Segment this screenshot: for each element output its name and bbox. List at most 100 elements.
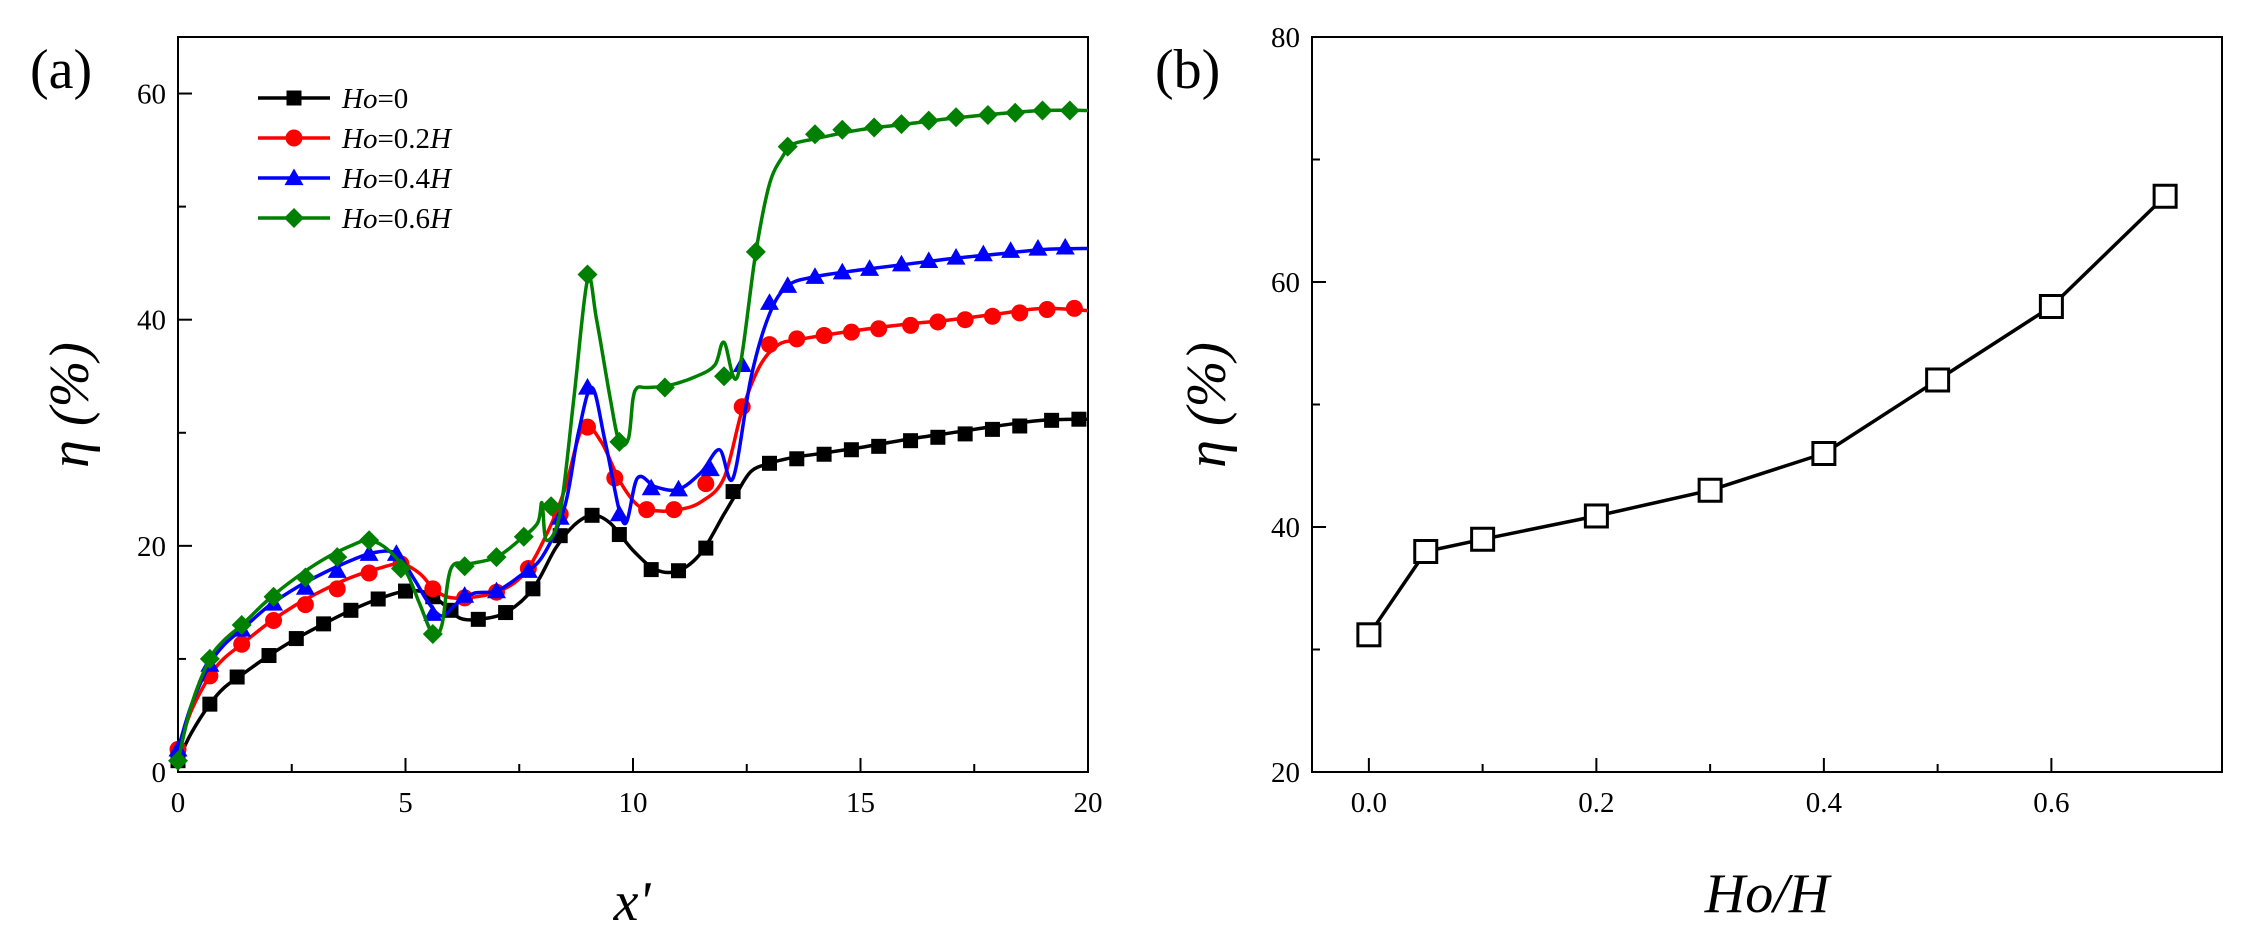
legend-marker (285, 129, 303, 147)
legend-marker (286, 90, 302, 106)
data-point (168, 750, 188, 771)
series-line-ho-0 (176, 417, 1089, 762)
data-point (1071, 411, 1087, 427)
panel-a-x-axis-title: x' (613, 871, 652, 933)
data-point (891, 114, 912, 135)
data-point (327, 561, 347, 578)
data-point (1413, 539, 1439, 564)
data-point (860, 259, 880, 276)
data-point (789, 451, 805, 467)
y-tick-label: 0 (152, 757, 167, 789)
data-point (654, 377, 675, 398)
data-point (487, 581, 506, 599)
legend-item-ho-0: Ho=0 (258, 83, 408, 115)
data-point (956, 311, 974, 329)
data-point (343, 602, 359, 618)
data-point (360, 564, 378, 582)
legend-marker (284, 168, 304, 186)
legend-item-ho-0-6h: Ho=0.6H (258, 203, 453, 235)
data-point (328, 580, 346, 598)
data-point (229, 669, 245, 685)
data-point (1055, 237, 1075, 255)
data-point (390, 558, 411, 579)
panel-a-y-axis-title: η (%) (39, 342, 101, 468)
data-point (1470, 526, 1496, 552)
series-vs-ho-h (1356, 183, 2178, 648)
data-point (929, 313, 947, 331)
x-tick-label: 0.2 (1578, 787, 1614, 819)
data-point (983, 307, 1001, 325)
data-point (700, 459, 720, 477)
x-tick-label: 15 (846, 787, 875, 819)
data-point (832, 119, 853, 140)
data-point (732, 355, 752, 373)
data-point (359, 544, 379, 561)
data-point (805, 124, 825, 145)
data-point (777, 136, 798, 157)
x-tick-label: 10 (619, 787, 648, 819)
panel-a-series (168, 100, 1089, 771)
data-point (454, 556, 475, 577)
series-line-ho-0-4h (176, 246, 1089, 750)
x-tick-label: 0.0 (1351, 787, 1387, 819)
data-point (609, 431, 630, 452)
data-point (671, 563, 686, 579)
data-point (288, 631, 304, 647)
data-point (842, 323, 860, 341)
series-ho-0-2h (169, 299, 1089, 758)
data-point (669, 479, 688, 497)
data-point (816, 446, 832, 462)
data-point (1028, 238, 1048, 256)
data-point (1001, 241, 1021, 258)
series-line-ho-0-2h (176, 306, 1089, 750)
legend-label: Ho=0.2H (341, 123, 453, 155)
x-tick-label: 0 (171, 787, 186, 819)
data-point (641, 478, 661, 496)
data-point (957, 426, 973, 442)
data-point (805, 267, 825, 284)
data-point (202, 696, 218, 712)
data-point (486, 547, 507, 568)
series-ho-0 (170, 411, 1089, 769)
data-point (296, 596, 314, 614)
y-tick-label: 60 (137, 79, 166, 111)
panel-a-x-ticks: 0 5 10 15 20 (171, 758, 1103, 819)
panel-a-legend: Ho=0 Ho=0.2H Ho=0.4H Ho=0.6H (258, 83, 453, 235)
data-point (1012, 418, 1028, 434)
data-point (422, 624, 443, 645)
data-point (788, 330, 806, 348)
data-point (1811, 441, 1837, 466)
y-tick-label: 60 (1271, 267, 1300, 299)
data-point (231, 615, 252, 635)
data-point (946, 248, 966, 265)
data-point (1038, 301, 1056, 319)
data-point (1583, 503, 1609, 529)
data-point (1032, 100, 1053, 121)
data-point (930, 429, 946, 445)
data-point (1059, 100, 1080, 121)
data-point (2152, 183, 2178, 209)
x-tick-label: 20 (1074, 787, 1103, 819)
y-tick-label: 40 (1271, 512, 1300, 544)
data-point (498, 605, 514, 621)
data-point (584, 507, 600, 523)
series-line-vs-ho-h (1367, 195, 2167, 636)
legend-label: Ho=0.4H (341, 163, 453, 195)
data-point (760, 293, 779, 310)
data-point (263, 586, 284, 607)
data-point (455, 586, 475, 603)
x-tick-label: 0.4 (1806, 787, 1843, 819)
series-ho-0-6h (168, 100, 1089, 771)
data-point (946, 107, 967, 128)
data-point (295, 567, 316, 588)
data-point (832, 262, 852, 280)
data-point (1005, 102, 1026, 123)
data-point (984, 421, 1000, 437)
panel-a: (a) 0 5 10 15 20 0 20 40 60 x' η (%) Ho=0 Ho=0.2… (30, 36, 1103, 933)
data-point (1044, 412, 1060, 428)
data-point (199, 648, 220, 669)
data-point (714, 366, 734, 387)
data-point (398, 583, 413, 599)
data-point (579, 418, 596, 436)
legend-label: Ho=0.6H (341, 203, 453, 235)
